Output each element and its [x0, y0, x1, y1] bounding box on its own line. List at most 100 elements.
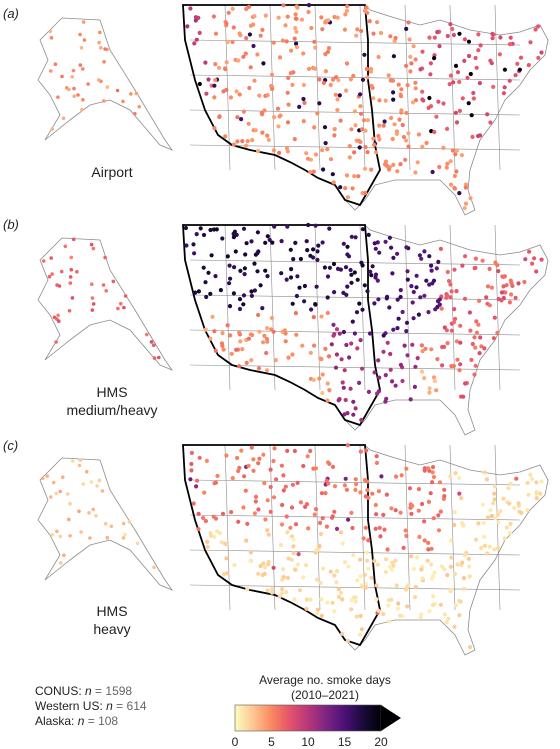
station-dot — [405, 604, 410, 609]
station-dot — [331, 333, 336, 338]
station-dot — [298, 256, 303, 262]
station-dot — [272, 115, 277, 120]
station-dot — [511, 505, 517, 510]
station-dot — [338, 118, 343, 123]
station-dot — [350, 319, 355, 324]
station-dot — [325, 147, 330, 152]
station-dot — [493, 516, 498, 521]
sample-counts: CONUS: n = 1598 Western US: n = 614 Alas… — [35, 684, 147, 729]
station-dot — [289, 267, 294, 272]
station-dot — [332, 484, 338, 489]
state-border — [404, 224, 411, 391]
station-dot — [298, 500, 303, 505]
station-dot — [411, 316, 416, 321]
station-dot — [331, 77, 336, 82]
state-border — [449, 224, 456, 391]
station-dot — [418, 67, 423, 72]
station-dot — [360, 584, 365, 589]
station-dot — [458, 340, 463, 345]
station-dot — [445, 269, 450, 275]
station-dot — [191, 501, 196, 506]
station-dot — [306, 9, 311, 15]
station-dot — [387, 235, 392, 240]
station-dot — [358, 557, 363, 562]
station-dot — [283, 484, 288, 489]
station-dot — [400, 378, 405, 384]
station-dot — [458, 599, 463, 604]
station-dot — [340, 597, 345, 602]
station-dot — [404, 466, 409, 471]
station-dot — [245, 139, 250, 144]
station-dot — [460, 96, 465, 101]
station-dot — [326, 46, 332, 51]
station-dot — [212, 481, 217, 486]
station-dot — [466, 101, 471, 106]
alaska-station-dot — [129, 92, 133, 96]
station-dot — [335, 15, 340, 20]
station-dot — [226, 10, 231, 15]
station-dot — [236, 519, 241, 524]
station-dot — [260, 130, 265, 135]
alaska-station-dot — [67, 309, 72, 313]
station-dot — [419, 343, 424, 348]
station-dot — [414, 285, 419, 290]
station-dot — [383, 399, 388, 404]
station-dot — [214, 227, 219, 232]
station-dot — [319, 597, 324, 602]
station-dot — [425, 558, 430, 563]
alaska-station-dot — [89, 480, 94, 484]
alaska-station-dot — [49, 495, 53, 499]
station-dot — [364, 550, 369, 555]
state-border — [494, 444, 501, 611]
station-dot — [341, 385, 346, 390]
station-dot — [448, 295, 453, 300]
station-dot — [252, 14, 257, 19]
station-dot — [267, 237, 272, 242]
station-dot — [261, 452, 266, 457]
station-dot — [232, 265, 237, 270]
station-dot — [305, 248, 310, 253]
station-dot — [320, 240, 325, 245]
station-dot — [446, 616, 451, 621]
station-dot — [262, 481, 267, 486]
station-dot — [449, 328, 454, 333]
state-border — [189, 74, 521, 81]
station-dot — [437, 164, 442, 170]
maps-layer — [37, 3, 549, 656]
station-dot — [277, 150, 282, 155]
station-dot — [343, 186, 348, 191]
station-dot — [355, 277, 360, 282]
station-dot — [220, 236, 225, 241]
alaska-station-dot — [71, 68, 76, 73]
station-dot — [340, 541, 345, 546]
station-dot — [363, 585, 368, 590]
station-dot — [278, 542, 284, 548]
alaska-station-dot — [68, 501, 72, 506]
station-dot — [322, 125, 328, 130]
station-dot — [266, 137, 271, 142]
station-dot — [346, 517, 351, 522]
station-dot — [436, 259, 441, 264]
station-dot — [206, 77, 211, 82]
station-dot — [341, 290, 346, 295]
station-dot — [403, 528, 408, 533]
station-dot — [404, 320, 410, 325]
station-dot — [325, 398, 330, 403]
station-dot — [225, 323, 230, 328]
station-dot — [315, 111, 320, 116]
station-dot — [242, 266, 247, 271]
station-dot — [317, 376, 322, 381]
alaska-station-dot — [70, 75, 74, 79]
station-dot — [386, 619, 391, 624]
station-dot — [320, 390, 325, 396]
alaska-outline — [37, 457, 174, 591]
station-dot — [311, 466, 316, 471]
station-dot — [352, 109, 357, 114]
station-dot — [442, 612, 447, 617]
station-dot — [239, 117, 244, 122]
station-dot — [441, 101, 446, 106]
station-dot — [411, 289, 416, 295]
station-dot — [290, 352, 295, 357]
station-dot — [196, 511, 201, 516]
station-dot — [375, 20, 380, 25]
